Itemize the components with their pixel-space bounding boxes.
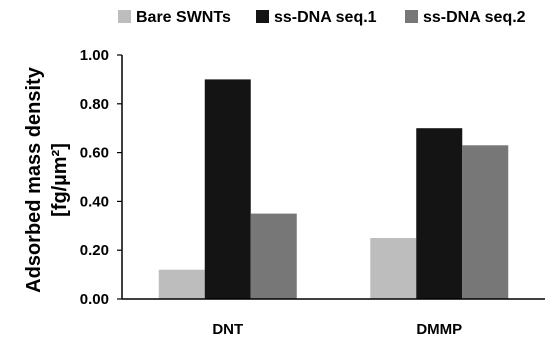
legend-swatch	[256, 10, 269, 23]
legend: Bare SWNTs ss-DNA seq.1 ss-DNA seq.2	[118, 9, 526, 26]
y-axis-ticks: 0.00 0.20 0.40 0.60 0.80 1.00	[80, 47, 122, 308]
y-axis-label: Adsorbed mass density [fg/µm²]	[23, 66, 71, 293]
y-tick-label: 1.00	[80, 47, 109, 64]
x-category-label: DMMP	[416, 321, 462, 338]
legend-label: ss-DNA seq.2	[423, 9, 526, 26]
legend-label: ss-DNA seq.1	[274, 9, 377, 26]
y-tick-label: 0.60	[80, 145, 109, 162]
legend-swatch	[118, 10, 131, 23]
bar	[250, 213, 297, 299]
y-axis-label-line2: [fg/µm²]	[49, 143, 71, 217]
bars	[158, 79, 509, 300]
y-tick-label: 0.40	[80, 193, 109, 210]
x-axis-categories: DNT DMMP	[212, 321, 462, 338]
y-tick-label: 0.20	[80, 242, 109, 259]
bar	[462, 145, 509, 299]
y-tick-label: 0.00	[80, 291, 109, 308]
bar	[370, 238, 417, 299]
bar	[158, 269, 205, 299]
x-category-label: DNT	[212, 321, 243, 338]
y-tick-label: 0.80	[80, 96, 109, 113]
bar	[416, 128, 463, 299]
y-axis-label-line1: Adsorbed mass density	[23, 66, 45, 293]
bar	[204, 79, 251, 300]
legend-swatch	[405, 10, 418, 23]
legend-label: Bare SWNTs	[136, 9, 231, 26]
